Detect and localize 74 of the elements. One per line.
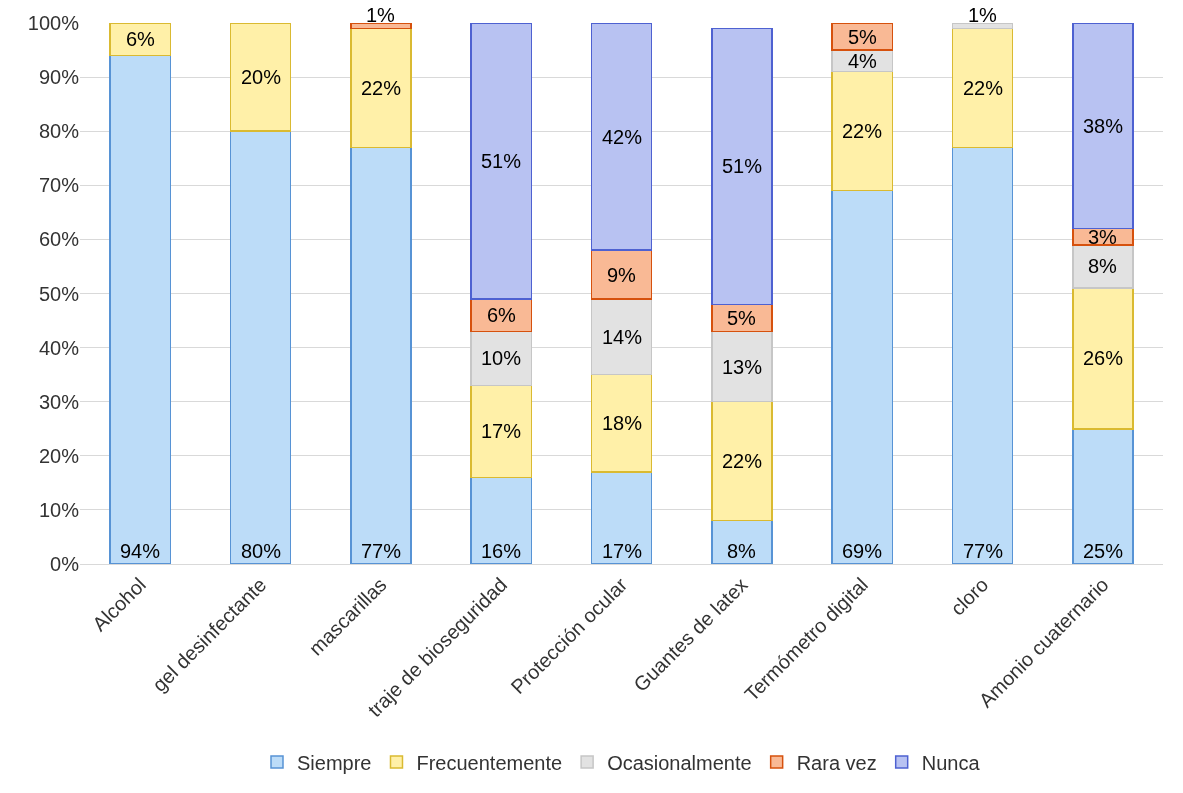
y-tick-label: 90% [38, 66, 80, 89]
bar [711, 27, 773, 306]
bar [1072, 287, 1134, 430]
data-label: 20% [241, 66, 282, 88]
data-label: 1% [968, 4, 998, 26]
data-label: 94% [120, 540, 161, 562]
y-tick-label: 40% [38, 336, 80, 359]
data-label: 22% [963, 77, 1004, 99]
data-label: 5% [848, 26, 878, 48]
bar [711, 519, 773, 564]
data-label: 4% [848, 50, 878, 72]
data-label: 9% [607, 264, 637, 286]
data-label: 51% [722, 155, 763, 177]
bar [590, 373, 653, 473]
legend-label: Nunca [921, 751, 981, 774]
y-tick-label: 80% [38, 120, 80, 143]
bar [1072, 428, 1134, 564]
bar [951, 27, 1014, 149]
x-tick-label: cloro [946, 573, 993, 620]
bar [229, 23, 292, 132]
data-label: 18% [602, 412, 643, 434]
data-label: 17% [602, 540, 643, 562]
bar [711, 400, 773, 522]
data-label: 22% [361, 77, 402, 99]
y-tick-label: 70% [38, 174, 80, 197]
y-tick-label: 20% [38, 444, 80, 467]
data-label: 22% [722, 450, 763, 472]
bar [831, 70, 893, 192]
y-tick-label: 30% [38, 390, 80, 413]
data-label: 6% [126, 28, 156, 50]
bar [590, 23, 653, 251]
data-label: 42% [602, 126, 643, 148]
legend-label: Ocasionalmente [607, 751, 752, 774]
data-label: 3% [1088, 226, 1118, 248]
bar [831, 189, 893, 564]
data-label: 13% [722, 356, 763, 378]
data-label: 6% [487, 304, 517, 326]
data-label: 22% [842, 120, 883, 142]
data-label: 1% [366, 4, 396, 26]
bar [951, 23, 1014, 30]
data-label: 16% [481, 540, 522, 562]
data-label: 51% [481, 150, 522, 172]
bar [590, 471, 653, 564]
data-label: 8% [1088, 255, 1118, 277]
bar [350, 27, 412, 149]
data-label: 26% [1083, 347, 1124, 369]
y-tick-label: 10% [38, 498, 80, 521]
bar [470, 23, 532, 300]
bar [470, 476, 532, 564]
y-tick-label: 50% [38, 282, 80, 305]
data-label: 8% [727, 540, 757, 562]
data-label: 77% [963, 540, 1004, 562]
y-tick-label: 60% [38, 228, 80, 251]
data-label: 38% [1083, 115, 1124, 137]
data-label: 69% [842, 540, 883, 562]
bar [109, 54, 171, 564]
bar [951, 146, 1014, 564]
bar [470, 384, 532, 479]
data-label: 10% [481, 347, 522, 369]
data-label: 5% [727, 307, 757, 329]
data-label: 25% [1083, 540, 1124, 562]
y-tick-label: 100% [27, 12, 80, 34]
bar [1072, 23, 1134, 230]
legend-label: Siempre [297, 751, 372, 774]
bar [350, 146, 412, 564]
legend-label: Rara vez [796, 751, 877, 774]
data-label: 77% [361, 540, 402, 562]
legend-label: Frecuentemente [416, 751, 563, 774]
bar [350, 23, 412, 30]
bar [229, 130, 292, 564]
y-tick-label: 0% [50, 553, 80, 575]
data-label: 14% [602, 326, 643, 348]
data-label: 17% [481, 420, 522, 442]
data-label: 80% [241, 540, 282, 562]
